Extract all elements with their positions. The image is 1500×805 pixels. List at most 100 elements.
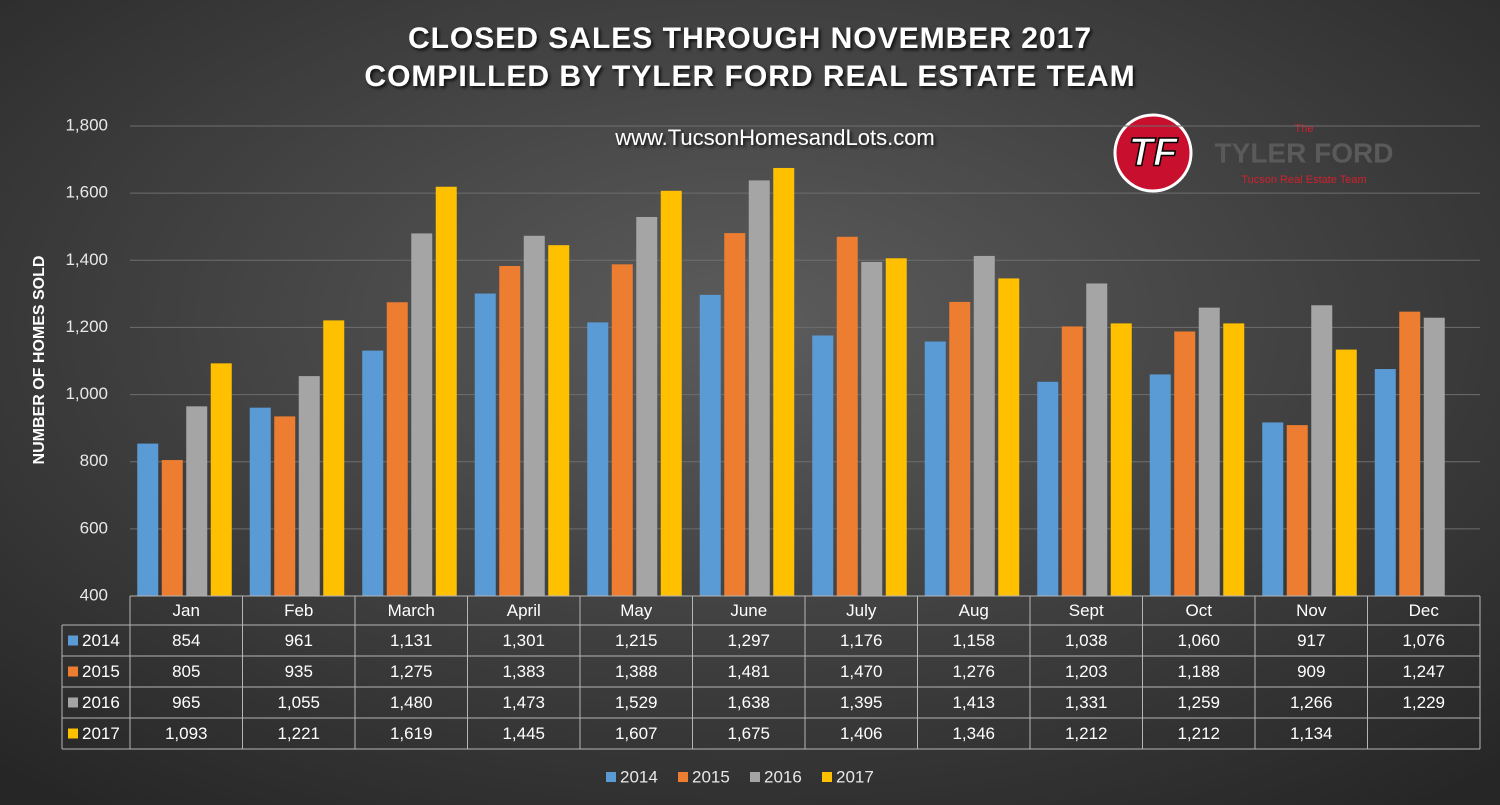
bar <box>973 255 995 596</box>
table-cell: 1,607 <box>615 724 658 743</box>
x-tick-label: Nov <box>1296 601 1327 620</box>
table-cell: 1,395 <box>840 693 883 712</box>
x-tick-label: Oct <box>1186 601 1213 620</box>
table-cell: 917 <box>1297 631 1325 650</box>
bar <box>1198 307 1220 596</box>
table-cell: 1,406 <box>840 724 883 743</box>
bar <box>499 265 521 596</box>
logo-circle <box>1113 113 1193 193</box>
legend-swatch <box>822 772 832 782</box>
x-tick-label: May <box>620 601 653 620</box>
x-tick-label: Aug <box>959 601 989 620</box>
row-swatch <box>68 728 78 739</box>
bar <box>137 443 159 596</box>
legend-swatch <box>678 772 688 782</box>
table-cell: 1,259 <box>1177 693 1220 712</box>
table-cell: 1,055 <box>277 693 320 712</box>
table-cell: 1,638 <box>727 693 770 712</box>
table-cell: 1,413 <box>952 693 995 712</box>
bar <box>362 350 384 596</box>
y-tick-label: 600 <box>80 518 108 537</box>
bar <box>249 407 271 596</box>
table-cell: 1,297 <box>727 631 770 650</box>
logo-name: TYLER FORD <box>1215 137 1394 168</box>
bar <box>1149 374 1171 596</box>
table-cell: 1,480 <box>390 693 433 712</box>
bar <box>699 294 721 596</box>
table-cell: 1,619 <box>390 724 433 743</box>
legend-swatch <box>606 772 616 782</box>
table-cell: 1,346 <box>952 724 995 743</box>
bar <box>186 406 208 596</box>
table-cell: 805 <box>172 662 200 681</box>
bar <box>1086 283 1108 596</box>
row-swatch <box>68 697 78 708</box>
y-tick-label: 800 <box>80 451 108 470</box>
bar <box>885 258 907 596</box>
bar <box>1110 323 1132 596</box>
logo-tagline: Tucson Real Estate Team <box>1241 174 1366 186</box>
x-tick-label: Jan <box>173 601 200 620</box>
bar <box>323 320 345 596</box>
bar <box>411 233 433 596</box>
table-cell: 1,215 <box>615 631 658 650</box>
legend-label: 2014 <box>620 767 658 786</box>
table-cell: 1,060 <box>1177 631 1220 650</box>
table-cell: 1,134 <box>1290 724 1333 743</box>
row-header: 2017 <box>82 724 120 743</box>
x-tick-label: March <box>388 601 435 620</box>
bar <box>548 245 570 596</box>
table-cell: 1,038 <box>1065 631 1108 650</box>
bar <box>523 235 545 596</box>
bar <box>435 186 457 596</box>
table-cell: 1,076 <box>1402 631 1445 650</box>
legend-swatch <box>750 772 760 782</box>
table-cell: 1,131 <box>390 631 433 650</box>
table-cell: 1,176 <box>840 631 883 650</box>
bar <box>1262 422 1284 596</box>
row-header: 2015 <box>82 662 120 681</box>
bar <box>636 216 658 596</box>
y-tick-label: 1,400 <box>65 250 108 269</box>
table-cell: 1,203 <box>1065 662 1108 681</box>
bar <box>1286 425 1308 596</box>
table-cell: 1,481 <box>727 662 770 681</box>
bar <box>1311 305 1333 596</box>
table-cell: 1,388 <box>615 662 658 681</box>
table-cell: 854 <box>172 631 200 650</box>
table-cell: 1,221 <box>277 724 320 743</box>
bar <box>660 190 682 597</box>
row-header: 2016 <box>82 693 120 712</box>
x-tick-label: Sept <box>1069 601 1104 620</box>
bar <box>1037 381 1059 596</box>
bar <box>474 293 496 596</box>
table-cell: 1,229 <box>1402 693 1445 712</box>
bar <box>861 261 883 596</box>
y-tick-label: 1,200 <box>65 317 108 336</box>
bar <box>724 233 746 597</box>
chart-subtitle: COMPILLED BY TYLER FORD REAL ESTATE TEAM <box>364 60 1135 93</box>
bar <box>274 416 296 596</box>
bar <box>587 322 609 596</box>
row-swatch <box>68 666 78 677</box>
bar <box>386 302 408 596</box>
y-axis-label: NUMBER OF HOMES SOLD <box>31 256 48 465</box>
bar <box>611 264 633 596</box>
table-cell: 965 <box>172 693 200 712</box>
table-cell: 1,093 <box>165 724 208 743</box>
bar <box>1061 326 1083 596</box>
bar <box>773 167 795 596</box>
table-cell: 1,301 <box>502 631 545 650</box>
table-cell: 961 <box>285 631 313 650</box>
bar <box>949 301 971 596</box>
table-cell: 1,445 <box>502 724 545 743</box>
table-cell: 1,212 <box>1065 724 1108 743</box>
table-cell: 909 <box>1297 662 1325 681</box>
legend-label: 2015 <box>692 767 730 786</box>
bar <box>924 341 946 596</box>
y-tick-label: 400 <box>80 585 108 604</box>
bar <box>298 376 320 596</box>
table-cell: 1,212 <box>1177 724 1220 743</box>
